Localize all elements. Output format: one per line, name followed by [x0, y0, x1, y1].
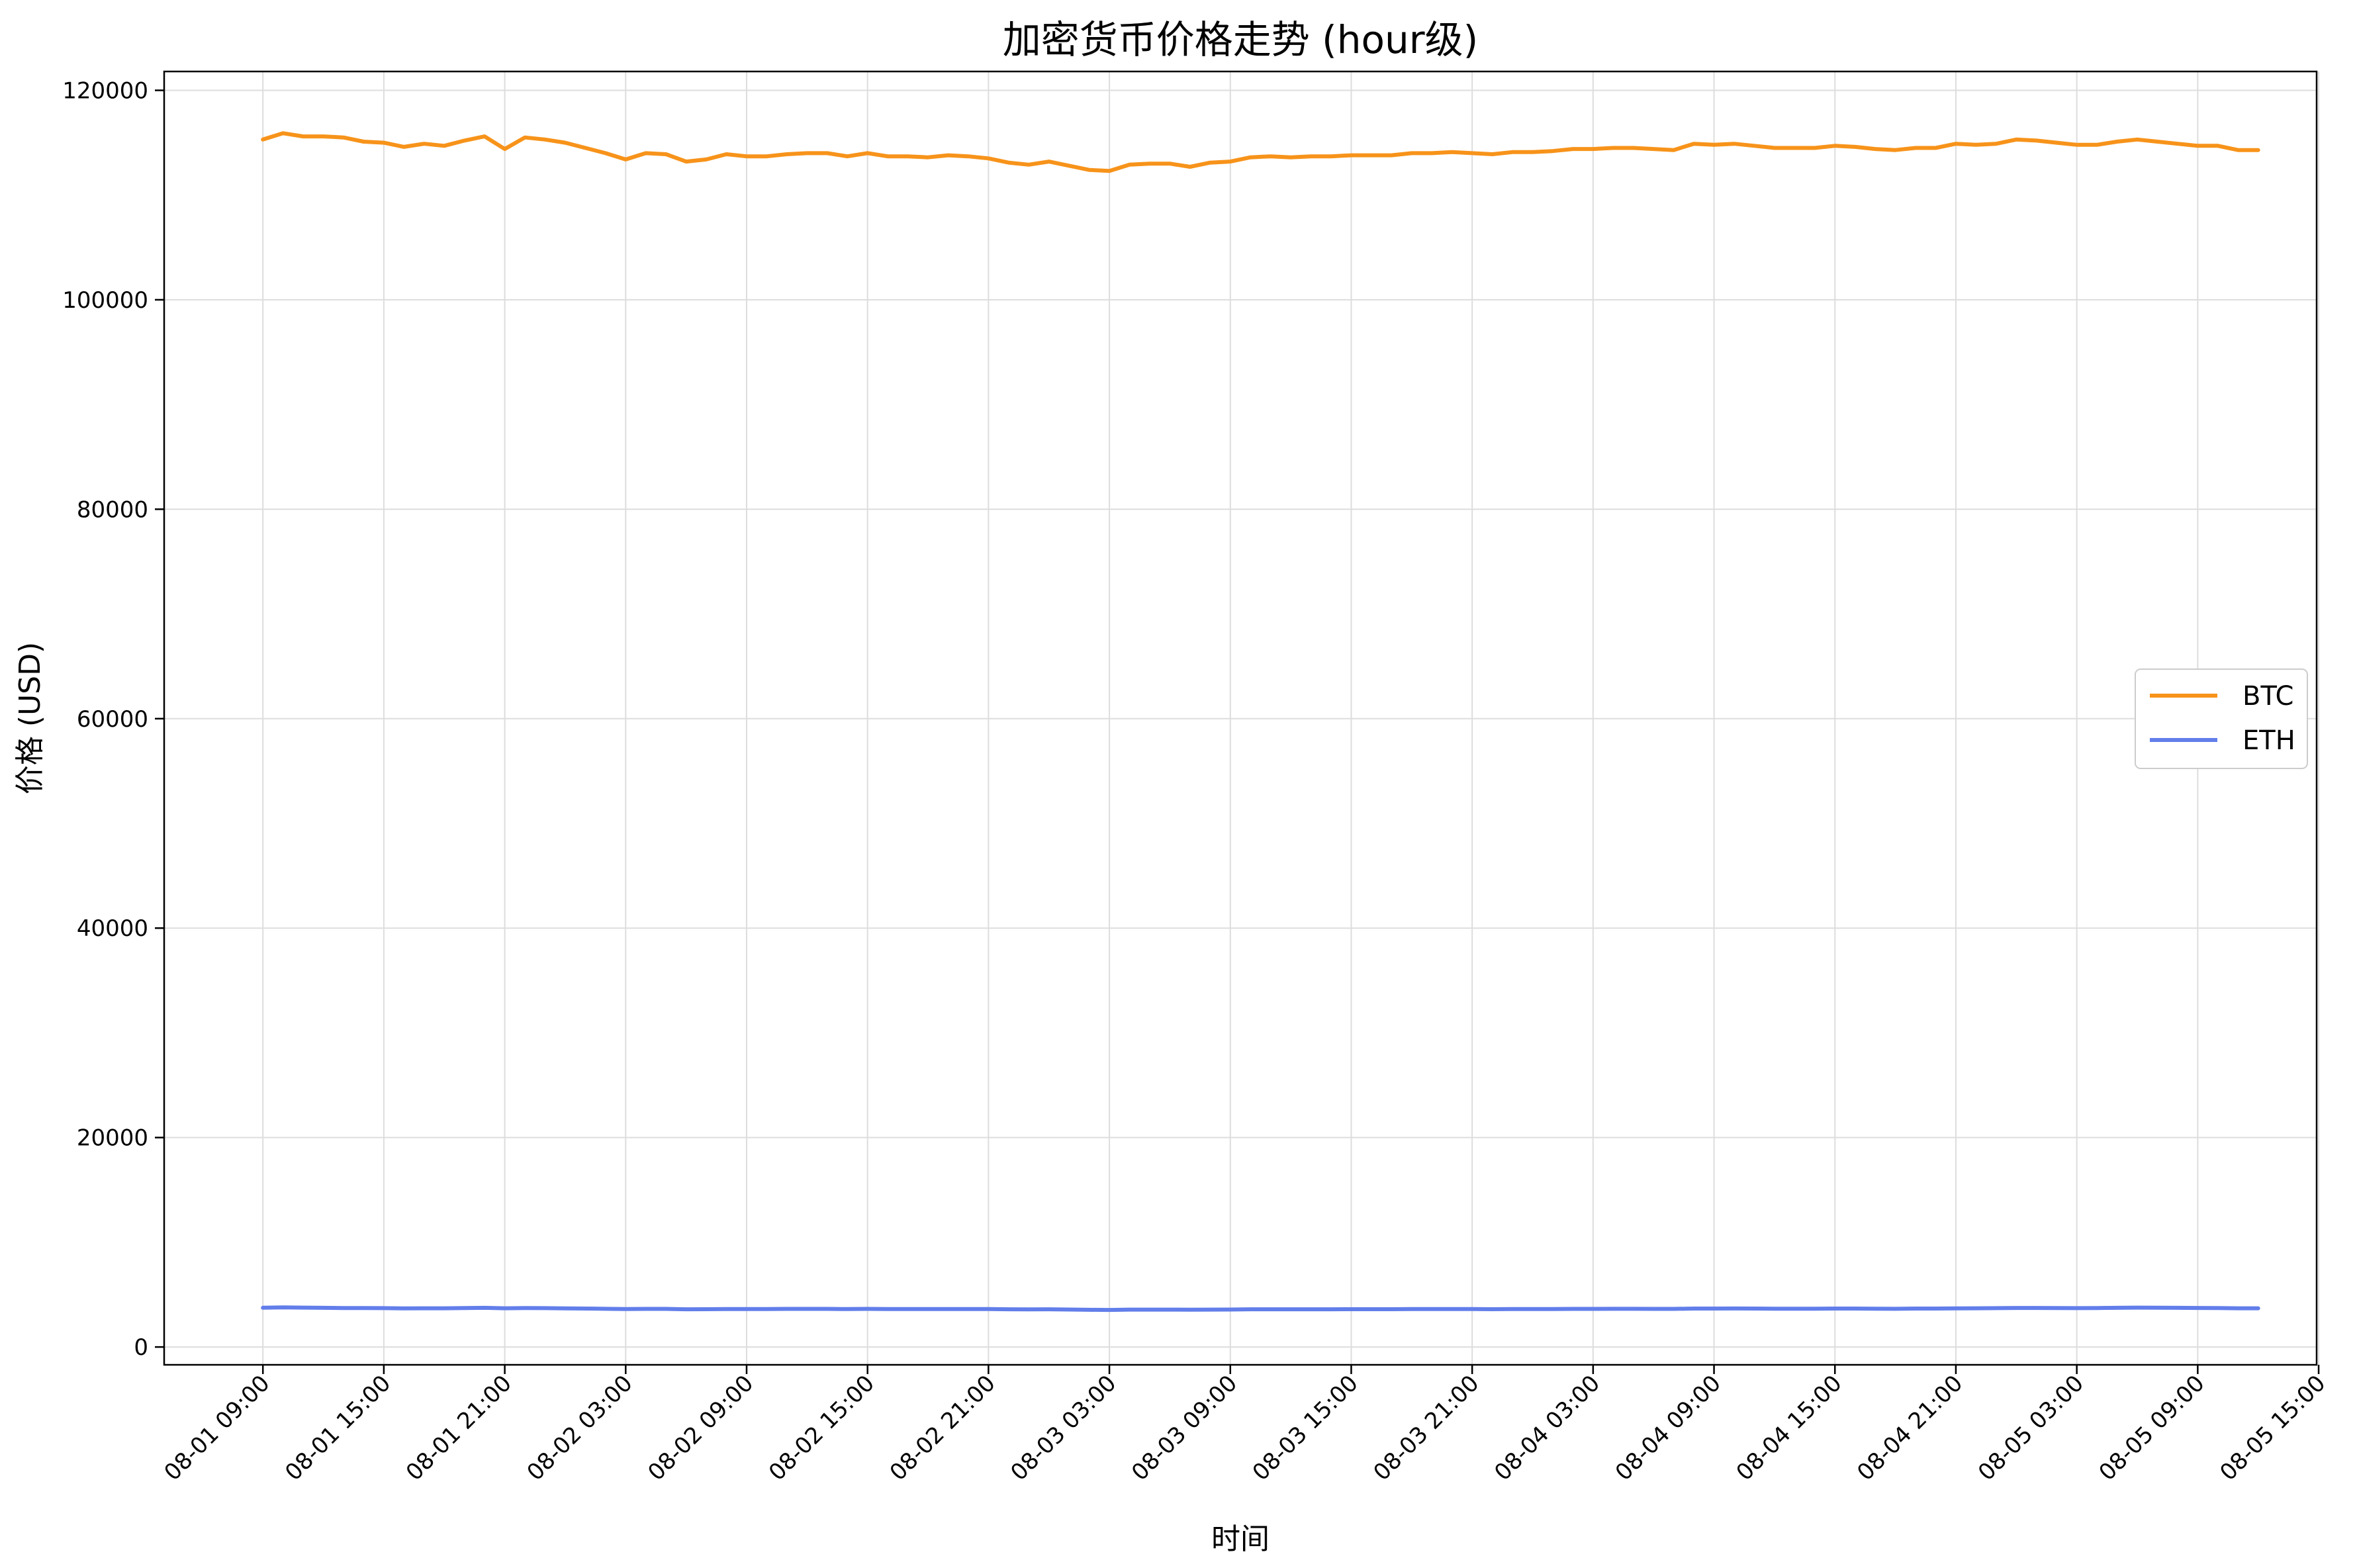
y-axis-label: 价格 (USD)	[13, 642, 47, 794]
y-axis-ticks: 0 20000 40000 60000 80000 100000 120000	[62, 77, 164, 1361]
x-tick-label: 08-03 09:00	[1127, 1370, 1242, 1486]
x-tick-label: 08-04 21:00	[1852, 1370, 1968, 1486]
legend-label-eth: ETH	[2242, 725, 2295, 756]
series-lines	[261, 131, 2260, 1313]
legend: BTC ETH	[2135, 669, 2308, 769]
x-tick-label: 08-02 03:00	[522, 1370, 638, 1486]
series-line-btc	[261, 131, 2260, 173]
x-tick-label: 08-05 15:00	[2215, 1370, 2331, 1486]
x-tick-label: 08-05 09:00	[2094, 1370, 2210, 1486]
series-line-eth	[261, 1305, 2260, 1313]
x-tick-label: 08-05 03:00	[1973, 1370, 2089, 1486]
y-tick-label: 60000	[77, 706, 148, 733]
x-tick-label: 08-02 09:00	[643, 1370, 759, 1486]
x-axis-ticks: 08-01 09:00 08-01 15:00 08-01 21:00 08-02 0…	[159, 1365, 2331, 1486]
x-tick-label: 08-02 21:00	[885, 1370, 1001, 1486]
x-tick-label: 08-04 15:00	[1732, 1370, 1847, 1486]
x-tick-label: 08-02 15:00	[764, 1370, 880, 1486]
legend-label-btc: BTC	[2242, 681, 2293, 712]
y-tick-label: 100000	[62, 287, 148, 314]
x-tick-label: 08-01 15:00	[280, 1370, 396, 1486]
x-tick-label: 08-01 09:00	[159, 1370, 275, 1486]
x-tick-label: 08-01 21:00	[401, 1370, 517, 1486]
y-tick-label: 0	[134, 1334, 148, 1361]
x-tick-label: 08-03 21:00	[1368, 1370, 1484, 1486]
y-tick-label: 120000	[62, 77, 148, 104]
x-tick-label: 08-03 15:00	[1248, 1370, 1363, 1486]
x-tick-label: 08-04 09:00	[1610, 1370, 1726, 1486]
x-axis-label: 时间	[1211, 1522, 1270, 1556]
y-tick-label: 80000	[77, 496, 148, 523]
x-tick-label: 08-03 03:00	[1005, 1370, 1121, 1486]
y-tick-label: 20000	[77, 1125, 148, 1152]
gridlines	[164, 71, 2320, 1365]
y-tick-label: 40000	[77, 915, 148, 942]
chart-title: 加密货币价格走势 (hour级)	[1003, 17, 1479, 62]
x-tick-label: 08-04 03:00	[1489, 1370, 1605, 1486]
